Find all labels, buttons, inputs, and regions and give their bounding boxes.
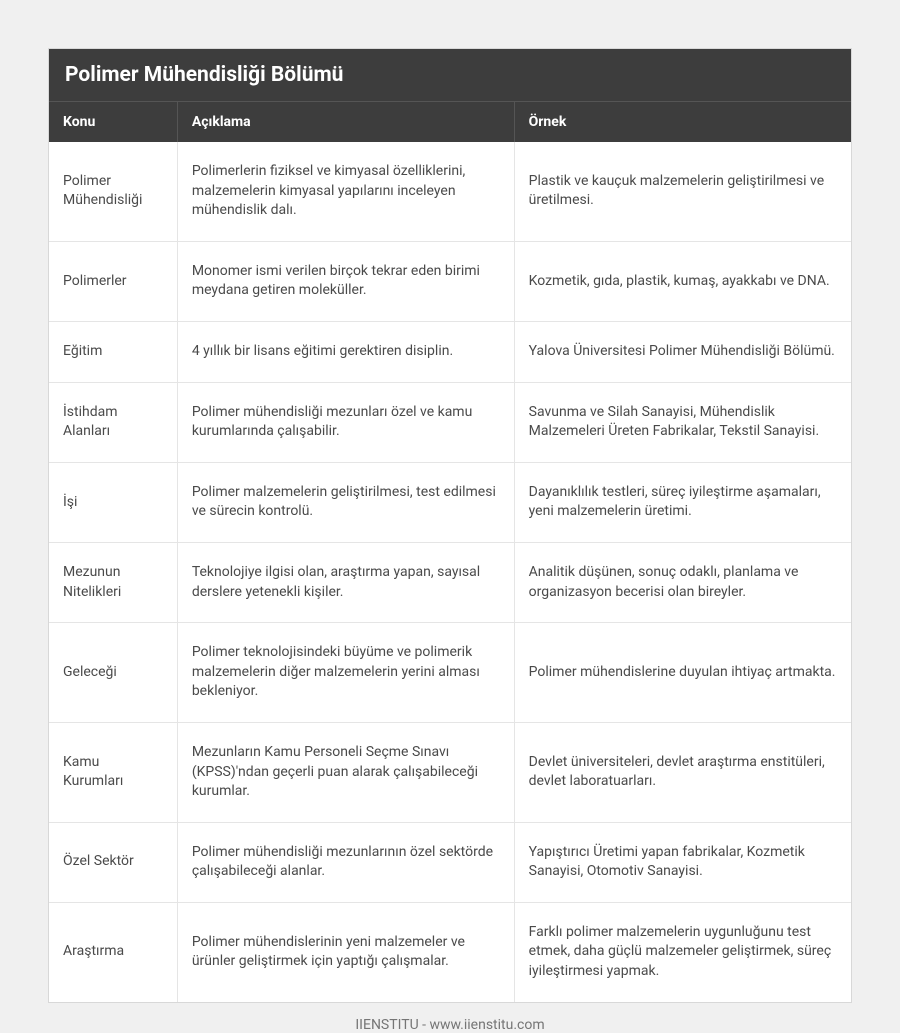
cell-example: Plastik ve kauçuk malzemelerin geliştiri… — [514, 142, 851, 241]
cell-topic: Mezunun Nitelikleri — [49, 542, 177, 622]
table-row: Mezunun Nitelikleri Teknolojiye ilgisi o… — [49, 542, 851, 622]
cell-topic: Polimer Mühendisliği — [49, 142, 177, 241]
cell-example: Polimer mühendislerine duyulan ihtiyaç a… — [514, 623, 851, 723]
cell-description: Polimer teknolojisindeki büyüme ve polim… — [177, 623, 514, 723]
table-row: Polimerler Monomer ismi verilen birçok t… — [49, 241, 851, 321]
footer-text: IIENSTITU - www.iienstitu.com — [48, 1017, 852, 1033]
table-row: Kamu Kurumları Mezunların Kamu Personeli… — [49, 722, 851, 822]
cell-topic: Polimerler — [49, 241, 177, 321]
cell-example: Savunma ve Silah Sanayisi, Mühendislik M… — [514, 382, 851, 462]
cell-example: Analitik düşünen, sonuç odaklı, planlama… — [514, 542, 851, 622]
table-row: Polimer Mühendisliği Polimerlerin fiziks… — [49, 142, 851, 241]
cell-topic: Eğitim — [49, 321, 177, 382]
table-row: İstihdam Alanları Polimer mühendisliği m… — [49, 382, 851, 462]
table-row: İşi Polimer malzemelerin geliştirilmesi,… — [49, 462, 851, 542]
column-header-description: Açıklama — [177, 102, 514, 142]
cell-description: Teknolojiye ilgisi olan, araştırma yapan… — [177, 542, 514, 622]
table-header-row: Konu Açıklama Örnek — [49, 102, 851, 142]
cell-example: Kozmetik, gıda, plastik, kumaş, ayakkabı… — [514, 241, 851, 321]
table-row: Özel Sektör Polimer mühendisliği mezunla… — [49, 822, 851, 902]
cell-topic: İşi — [49, 462, 177, 542]
cell-description: Polimer mühendisliği mezunlarının özel s… — [177, 822, 514, 902]
cell-description: Monomer ismi verilen birçok tekrar eden … — [177, 241, 514, 321]
cell-example: Yalova Üniversitesi Polimer Mühendisliği… — [514, 321, 851, 382]
cell-topic: İstihdam Alanları — [49, 382, 177, 462]
cell-topic: Özel Sektör — [49, 822, 177, 902]
cell-description: Polimerlerin fiziksel ve kimyasal özelli… — [177, 142, 514, 241]
cell-example: Dayanıklılık testleri, süreç iyileştirme… — [514, 462, 851, 542]
cell-example: Devlet üniversiteleri, devlet araştırma … — [514, 722, 851, 822]
cell-topic: Kamu Kurumları — [49, 722, 177, 822]
column-header-topic: Konu — [49, 102, 177, 142]
cell-description: Mezunların Kamu Personeli Seçme Sınavı (… — [177, 722, 514, 822]
cell-example: Yapıştırıcı Üretimi yapan fabrikalar, Ko… — [514, 822, 851, 902]
cell-description: Polimer mühendisliği mezunları özel ve k… — [177, 382, 514, 462]
column-header-example: Örnek — [514, 102, 851, 142]
table-row: Eğitim 4 yıllık bir lisans eğitimi gerek… — [49, 321, 851, 382]
cell-description: Polimer mühendislerinin yeni malzemeler … — [177, 902, 514, 1001]
table-body: Polimer Mühendisliği Polimerlerin fiziks… — [49, 142, 851, 1002]
cell-topic: Geleceği — [49, 623, 177, 723]
cell-example: Farklı polimer malzemelerin uygunluğunu … — [514, 902, 851, 1001]
data-table: Konu Açıklama Örnek Polimer Mühendisliği… — [49, 102, 851, 1002]
table-container: Polimer Mühendisliği Bölümü Konu Açıklam… — [48, 48, 852, 1003]
table-row: Araştırma Polimer mühendislerinin yeni m… — [49, 902, 851, 1001]
table-row: Geleceği Polimer teknolojisindeki büyüme… — [49, 623, 851, 723]
cell-description: 4 yıllık bir lisans eğitimi gerektiren d… — [177, 321, 514, 382]
cell-topic: Araştırma — [49, 902, 177, 1001]
table-title: Polimer Mühendisliği Bölümü — [49, 49, 851, 102]
cell-description: Polimer malzemelerin geliştirilmesi, tes… — [177, 462, 514, 542]
